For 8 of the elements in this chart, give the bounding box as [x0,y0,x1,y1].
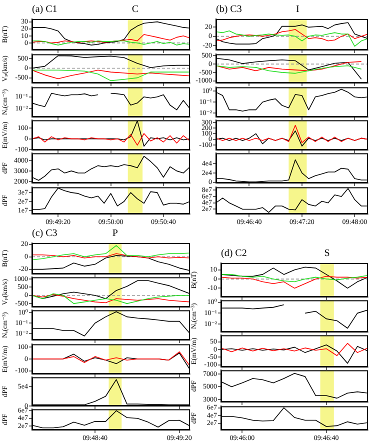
band-label: P [112,228,118,239]
band-label: I [296,4,300,15]
band-label: C [132,4,139,15]
chart-title: (d) C2 [221,248,247,259]
chart-title: (a) C1 [32,4,58,15]
band-label: S [324,248,330,259]
chart-title: (c) C3 [32,228,58,239]
chart-title: (b) C3 [216,4,242,15]
